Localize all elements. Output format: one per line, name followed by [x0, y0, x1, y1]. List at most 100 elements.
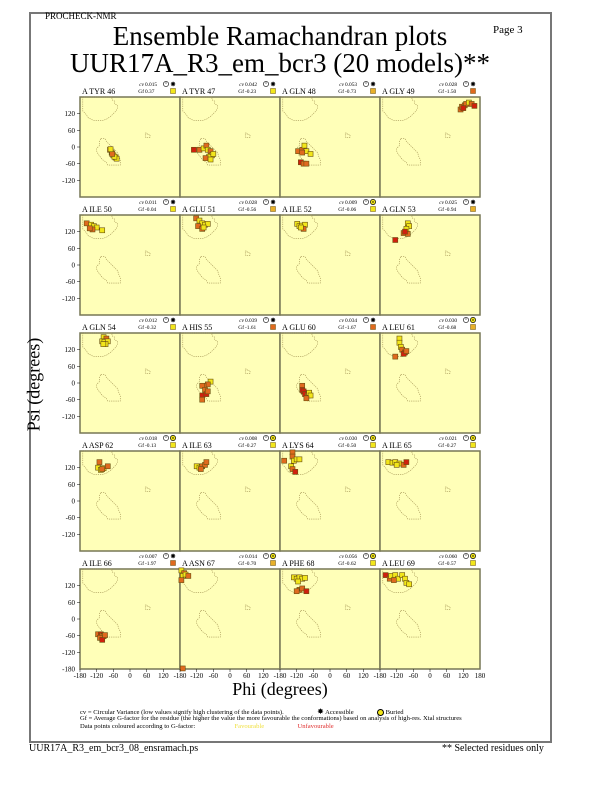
alpha-region-outline: [396, 138, 421, 166]
x-tick-label: 120: [458, 672, 469, 680]
y-tick-label: 60: [68, 481, 76, 489]
cv-value: 0.053: [345, 82, 357, 88]
gf-colour-swatch: [470, 324, 476, 330]
gf-value: -0.73: [345, 89, 357, 95]
x-tick-label: 180: [475, 672, 486, 680]
alpha-region-outline: [196, 610, 221, 638]
residue-label: A GLN 48: [282, 87, 316, 96]
residue-label: A LEU 69: [382, 559, 415, 568]
data-point: [292, 469, 299, 475]
cv-value: 0.011: [145, 200, 157, 206]
gf-prefix: Gf: [438, 324, 444, 331]
gf-colour-swatch: [370, 442, 376, 448]
beta-region-outline: [182, 214, 218, 239]
residue-label: A GLN 54: [82, 323, 116, 332]
data-point: [200, 224, 207, 231]
cv-prefix: cv: [239, 82, 244, 88]
plot-area: [79, 332, 181, 434]
cv-prefix: cv: [239, 200, 244, 206]
cv-prefix: cv: [139, 436, 144, 442]
gf-prefix: Gf: [238, 206, 244, 213]
left-handed-region-outline: [144, 486, 151, 492]
data-point: [303, 588, 310, 595]
plot-area: [79, 568, 181, 670]
gf-value: -1.50: [445, 89, 457, 95]
left-handed-region-outline: [444, 132, 451, 138]
x-tick-label: -120: [390, 672, 403, 680]
data-point: [179, 665, 186, 672]
cv-prefix: cv: [439, 200, 444, 206]
gf-value: -0.27: [445, 443, 457, 449]
alpha-region-outline: [296, 374, 321, 402]
accessible-icon: ✸: [170, 199, 176, 207]
legend-buried: Buried: [385, 709, 404, 716]
cv-prefix: cv: [339, 436, 344, 442]
cv-value: 0.014: [245, 554, 257, 560]
plot-area: [279, 450, 381, 552]
gf-value: -0.57: [445, 561, 457, 567]
left-handed-region-outline: [344, 250, 351, 256]
plot-area: [279, 332, 381, 434]
accessible-icon: ✸: [470, 81, 476, 89]
buried-icon-dot: [272, 437, 274, 439]
left-handed-region-outline: [244, 368, 251, 374]
legend-unfavourable: Unfavourable: [297, 723, 334, 730]
gf-colour-swatch: [370, 206, 376, 212]
legend-favourable: Favourable: [234, 723, 265, 730]
legend-cv: cv = Circular Variance (low values signi…: [80, 707, 404, 716]
beta-region-outline: [282, 450, 318, 475]
cv-value: 0.060: [445, 554, 457, 560]
gf-prefix: Gf: [238, 560, 244, 567]
cv-prefix: cv: [239, 318, 244, 324]
y-tick-label: 60: [68, 599, 76, 607]
buried-icon-dot: [372, 201, 374, 203]
x-tick-label: -180: [174, 672, 187, 680]
beta-region-outline: [282, 214, 318, 239]
plot-area: [379, 214, 481, 316]
data-point: [96, 459, 103, 465]
ramachandran-panel: A GLU 51 cv 0.028 ✸ Gf -0.56: [179, 199, 281, 316]
data-point: [204, 221, 211, 227]
gf-value: -0.04: [145, 207, 157, 213]
plot-area: [179, 332, 281, 434]
left-handed-region-outline: [144, 250, 151, 256]
cv-prefix: cv: [339, 554, 344, 560]
beta-region-outline: [382, 332, 418, 357]
x-tick-label: -180: [374, 672, 387, 680]
left-handed-region-outline: [244, 486, 251, 492]
gf-prefix: Gf: [338, 560, 344, 567]
cv-value: 0.025: [445, 200, 457, 206]
gf-prefix: Gf: [338, 206, 344, 213]
data-point: [207, 156, 214, 163]
program-name: PROCHECK-NMR: [45, 11, 117, 21]
legend-colour-text: Data points coloured according to G-fact…: [80, 723, 196, 730]
residue-label: A GLY 49: [382, 87, 415, 96]
left-handed-region-outline: [344, 486, 351, 492]
accessible-icon: ✸: [170, 81, 176, 89]
gf-value: -0.94: [445, 207, 457, 213]
data-point: [198, 466, 204, 472]
x-tick-label: 60: [443, 672, 451, 680]
cv-prefix: cv: [139, 318, 144, 324]
ramachandran-panel: A TYR 46 cv 0.015 ✸ Gf 0.37 120 60 0 -60 -120: [62, 81, 181, 198]
ramachandran-panel: A GLN 53 cv 0.025 ✸ Gf -0.94: [379, 199, 481, 316]
gf-colour-swatch: [170, 324, 176, 330]
x-tick-label: 60: [343, 672, 351, 680]
beta-region-outline: [382, 96, 418, 121]
cv-prefix: cv: [439, 436, 444, 442]
alpha-region-outline: [296, 138, 321, 166]
page-title: Ensemble Ramachandran plots: [112, 21, 448, 51]
gf-value: -1.61: [245, 325, 257, 331]
cv-prefix: cv: [139, 200, 144, 206]
y-tick-label: 0: [72, 144, 76, 152]
cv-prefix: cv: [239, 436, 244, 442]
buried-icon-dot: [372, 437, 374, 439]
alpha-region-outline: [296, 610, 321, 638]
accessible-icon: ✸: [370, 81, 376, 89]
beta-region-outline: [382, 568, 418, 593]
data-point: [403, 348, 410, 354]
